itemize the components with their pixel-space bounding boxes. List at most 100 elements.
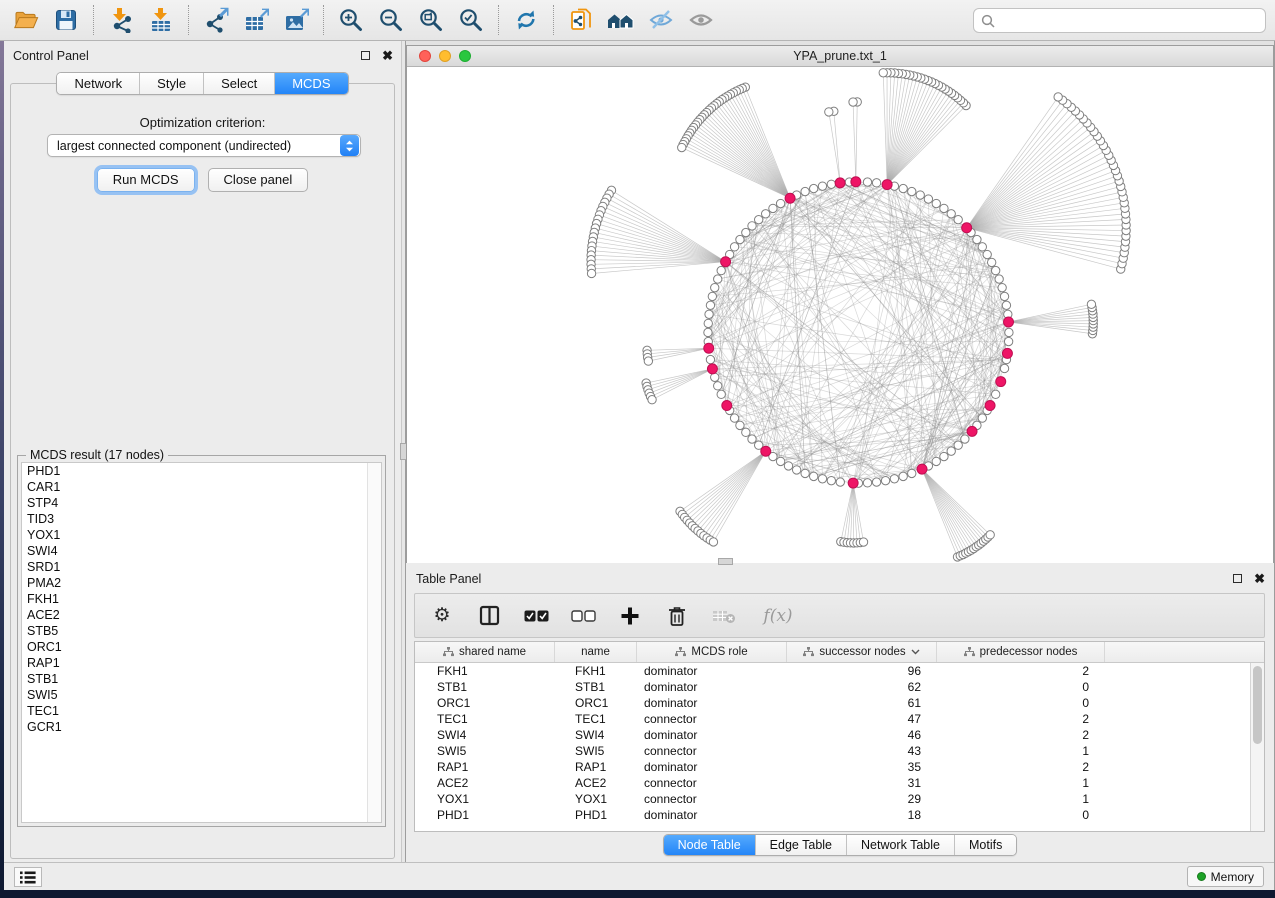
mcds-result-item[interactable]: SRD1: [27, 560, 61, 574]
network-node[interactable]: [953, 215, 963, 225]
network-hub-node[interactable]: [984, 400, 996, 412]
network-node[interactable]: [735, 234, 745, 245]
network-node[interactable]: [753, 440, 764, 450]
table-cell[interactable]: 46: [907, 728, 921, 742]
tab-motifs[interactable]: Motifs: [954, 835, 1017, 855]
network-hub-node[interactable]: [834, 177, 846, 189]
show-all-button[interactable]: [681, 4, 721, 36]
network-node[interactable]: [931, 456, 941, 467]
table-cell[interactable]: dominator: [644, 664, 698, 678]
table-cell[interactable]: ACE2: [437, 776, 469, 790]
criterion-dropdown[interactable]: largest connected component (undirected): [47, 134, 361, 157]
close-panel-icon[interactable]: ✖: [382, 48, 393, 63]
network-node[interactable]: [898, 183, 908, 194]
zoom-out-button[interactable]: [371, 4, 411, 36]
maximize-window-icon[interactable]: [459, 50, 471, 62]
column-header-name[interactable]: name: [555, 642, 637, 662]
network-node[interactable]: [741, 427, 751, 438]
network-node[interactable]: [1053, 92, 1063, 102]
table-cell[interactable]: 29: [907, 792, 921, 806]
table-row[interactable]: ACE2 ACE2 connector 31 1: [415, 775, 1264, 791]
network-hub-node[interactable]: [850, 176, 862, 188]
network-node[interactable]: [977, 242, 987, 252]
network-node[interactable]: [985, 530, 995, 540]
table-cell[interactable]: SWI4: [575, 728, 605, 742]
table-cell[interactable]: 2: [1082, 664, 1089, 678]
table-cell[interactable]: connector: [644, 776, 697, 790]
network-node[interactable]: [704, 309, 714, 319]
network-node[interactable]: [986, 257, 997, 268]
column-header-predecessor-nodes[interactable]: predecessor nodes: [937, 642, 1105, 662]
network-node[interactable]: [994, 274, 1004, 284]
table-cell[interactable]: connector: [644, 744, 697, 758]
network-hub-node[interactable]: [966, 425, 978, 437]
network-node[interactable]: [768, 451, 778, 462]
network-node[interactable]: [871, 477, 882, 487]
network-hub-node[interactable]: [961, 222, 973, 234]
network-graph[interactable]: [407, 67, 1273, 563]
network-node[interactable]: [800, 468, 810, 479]
task-history-button[interactable]: [14, 867, 42, 887]
network-canvas[interactable]: [407, 67, 1273, 563]
tab-network-table[interactable]: Network Table: [847, 835, 955, 855]
horizontal-splitter-handle[interactable]: [718, 558, 733, 565]
network-node[interactable]: [817, 181, 828, 191]
float-panel-icon[interactable]: [1233, 574, 1243, 583]
table-cell[interactable]: 1: [1082, 776, 1089, 790]
table-cell[interactable]: STB1: [575, 680, 606, 694]
close-panel-button[interactable]: Close panel: [207, 168, 309, 192]
network-node[interactable]: [647, 395, 657, 405]
mcds-result-item[interactable]: SWI5: [27, 688, 58, 702]
mcds-result-item[interactable]: CAR1: [27, 480, 61, 494]
network-node[interactable]: [982, 249, 992, 260]
network-node[interactable]: [871, 178, 882, 188]
network-node[interactable]: [1086, 299, 1097, 310]
mcds-list-scrollbar[interactable]: [367, 463, 381, 822]
network-node[interactable]: [997, 282, 1007, 293]
table-row[interactable]: YOX1 YOX1 connector 29 1: [415, 791, 1264, 807]
network-hub-node[interactable]: [916, 463, 928, 475]
table-cell[interactable]: 2: [1082, 760, 1089, 774]
table-cell[interactable]: 31: [907, 776, 921, 790]
column-header-shared-name[interactable]: shared name: [415, 642, 555, 662]
network-node[interactable]: [990, 389, 1001, 400]
network-node[interactable]: [848, 97, 858, 107]
tab-mcds[interactable]: MCDS: [275, 73, 348, 94]
network-node[interactable]: [990, 265, 1001, 276]
network-node[interactable]: [707, 291, 718, 302]
network-node[interactable]: [729, 413, 740, 423]
mcds-result-item[interactable]: YOX1: [27, 528, 61, 542]
network-node[interactable]: [999, 363, 1010, 374]
network-hub-node[interactable]: [881, 179, 893, 191]
run-mcds-button[interactable]: Run MCDS: [96, 168, 195, 192]
table-cell[interactable]: dominator: [644, 680, 698, 694]
network-node[interactable]: [946, 209, 956, 219]
network-node[interactable]: [826, 475, 837, 486]
tab-style[interactable]: Style: [140, 73, 205, 94]
refresh-view-button[interactable]: [506, 4, 546, 36]
network-node[interactable]: [713, 381, 723, 391]
network-hub-node[interactable]: [720, 256, 732, 268]
table-row[interactable]: RAP1 RAP1 dominator 35 2: [415, 759, 1264, 775]
network-node[interactable]: [747, 221, 757, 231]
network-node[interactable]: [862, 177, 873, 187]
network-hub-node[interactable]: [760, 445, 772, 457]
network-window-titlebar[interactable]: YPA_prune.txt_1: [407, 46, 1273, 67]
network-node[interactable]: [972, 234, 982, 245]
select-all-rows-button[interactable]: [523, 601, 549, 631]
table-cell[interactable]: PHD1: [575, 808, 608, 822]
table-cell[interactable]: SWI5: [575, 744, 605, 758]
mcds-result-item[interactable]: SWI4: [27, 544, 58, 558]
table-cell[interactable]: SWI5: [437, 744, 467, 758]
table-cell[interactable]: 47: [907, 712, 921, 726]
export-network-button[interactable]: [196, 4, 236, 36]
table-cell[interactable]: 0: [1082, 696, 1089, 710]
zoom-selected-button[interactable]: [451, 4, 491, 36]
network-node[interactable]: [753, 215, 764, 225]
table-cell[interactable]: dominator: [644, 696, 698, 710]
network-node[interactable]: [939, 203, 949, 214]
table-row[interactable]: ORC1 ORC1 dominator 61 0: [415, 695, 1264, 711]
network-hub-node[interactable]: [995, 376, 1007, 388]
table-row[interactable]: PHD1 PHD1 dominator 18 0: [415, 807, 1264, 823]
table-options-button[interactable]: ⚙: [429, 601, 455, 631]
